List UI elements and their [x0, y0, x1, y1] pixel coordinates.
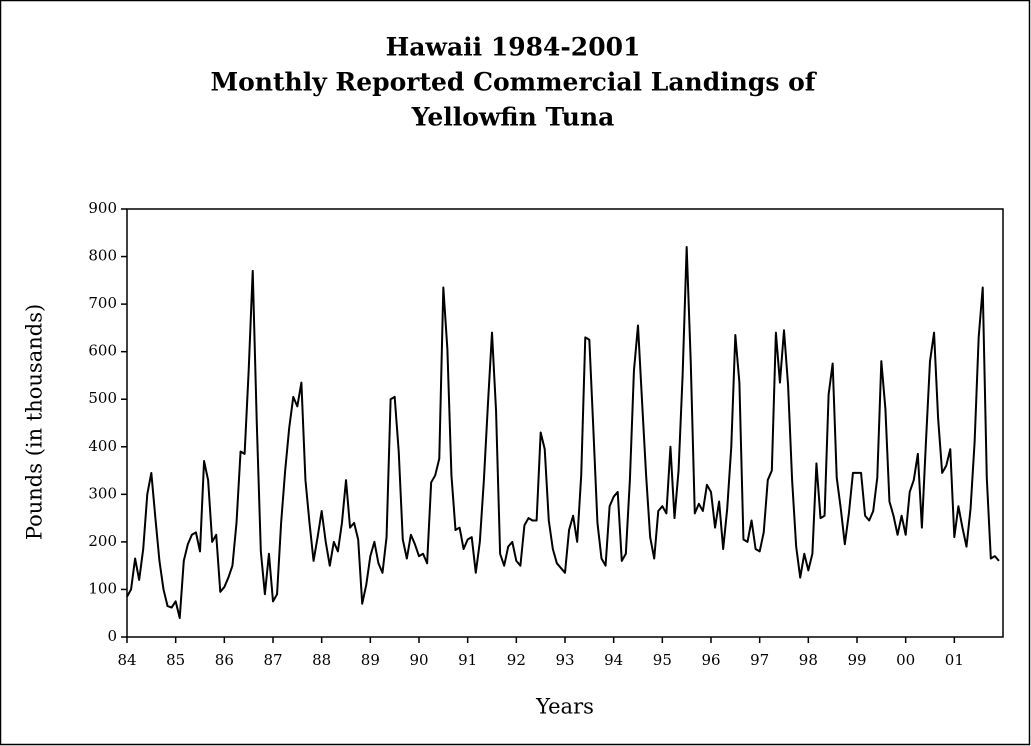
x-tick-label: 96 — [701, 651, 720, 669]
x-tick-label: 90 — [409, 651, 428, 669]
x-tick-label: 01 — [945, 651, 964, 669]
x-tick-label: 89 — [361, 651, 380, 669]
x-tick-label: 00 — [896, 651, 915, 669]
y-tick-label: 900 — [88, 199, 117, 217]
x-tick-label: 86 — [215, 651, 234, 669]
x-tick-label: 93 — [555, 651, 574, 669]
x-tick-label: 97 — [750, 651, 769, 669]
y-tick-label: 800 — [88, 247, 117, 265]
chart-title: Hawaii 1984-2001 — [386, 33, 641, 62]
x-tick-label: 91 — [458, 651, 477, 669]
x-axis-label: Years — [535, 695, 594, 719]
chart-title: Monthly Reported Commercial Landings of — [210, 68, 817, 97]
y-tick-label: 100 — [88, 579, 117, 597]
x-tick-label: 85 — [166, 651, 185, 669]
y-tick-label: 400 — [88, 437, 117, 455]
x-tick-label: 95 — [653, 651, 672, 669]
y-tick-label: 200 — [88, 532, 117, 550]
x-tick-label: 98 — [799, 651, 818, 669]
y-tick-label: 300 — [88, 484, 117, 502]
y-tick-label: 700 — [88, 294, 117, 312]
x-tick-label: 84 — [117, 651, 136, 669]
chart-title: Yellowfin Tuna — [411, 103, 615, 132]
y-tick-label: 600 — [88, 342, 117, 360]
x-tick-label: 88 — [312, 651, 331, 669]
y-axis-label: Pounds (in thousands) — [23, 304, 47, 540]
x-tick-label: 92 — [507, 651, 526, 669]
x-tick-label: 94 — [604, 651, 623, 669]
x-tick-label: 99 — [847, 651, 866, 669]
x-tick-label: 87 — [263, 651, 282, 669]
y-tick-label: 500 — [88, 389, 117, 407]
data-line — [126, 246, 1000, 619]
y-tick-label: 0 — [107, 627, 117, 645]
